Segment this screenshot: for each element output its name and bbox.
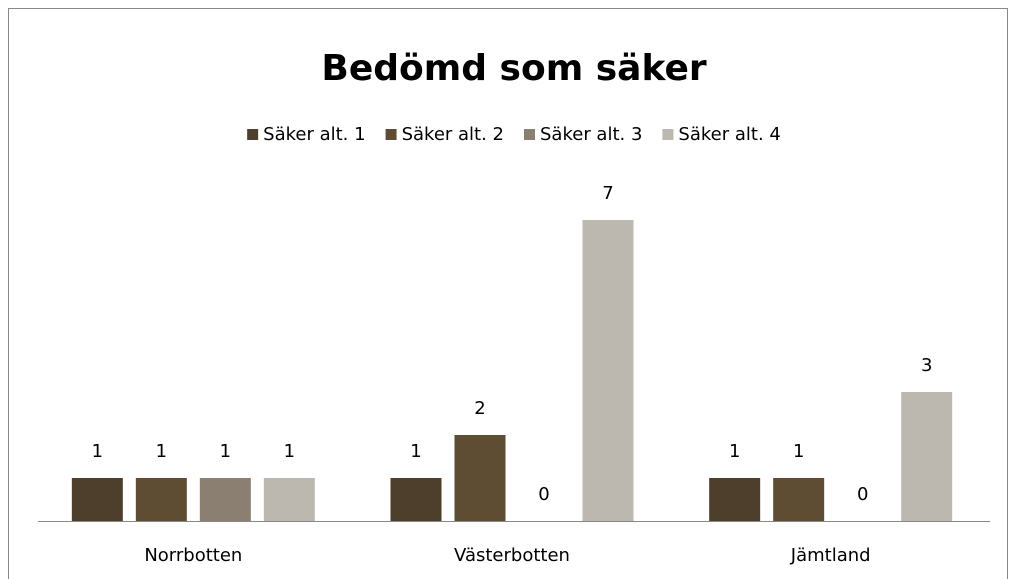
x-tick-label: Norrbotten [144,545,242,566]
bar [454,435,506,521]
bar [773,478,825,521]
bar [71,478,123,521]
legend-label: Säker alt. 4 [678,124,780,145]
bar [135,478,187,521]
data-label: 1 [410,441,421,462]
legend-label: Säker alt. 2 [402,124,504,145]
bar [582,220,634,521]
bar [709,478,761,521]
data-label: 1 [284,441,295,462]
data-label: 0 [538,484,549,505]
legend-swatch [247,129,259,140]
legend-swatch [524,129,535,140]
bar [263,478,315,521]
bar [390,478,442,521]
data-label: 7 [602,183,613,204]
data-label: 0 [857,484,868,505]
data-label: 1 [729,441,740,462]
x-tick-label: Jämtland [790,545,871,566]
data-label: 3 [921,355,932,376]
x-tick-label: Västerbotten [454,545,570,566]
bar [901,392,953,521]
legend-label: Säker alt. 3 [540,124,642,145]
legend-swatch [385,129,397,140]
legend-label: Säker alt. 1 [263,124,365,145]
data-label: 1 [220,441,231,462]
chart-title: Bedömd som säker [321,48,706,89]
data-label: 1 [793,441,804,462]
data-label: 1 [92,441,103,462]
data-label: 1 [156,441,167,462]
legend-swatch [662,129,674,140]
data-label: 2 [474,398,485,419]
bar [199,478,251,521]
